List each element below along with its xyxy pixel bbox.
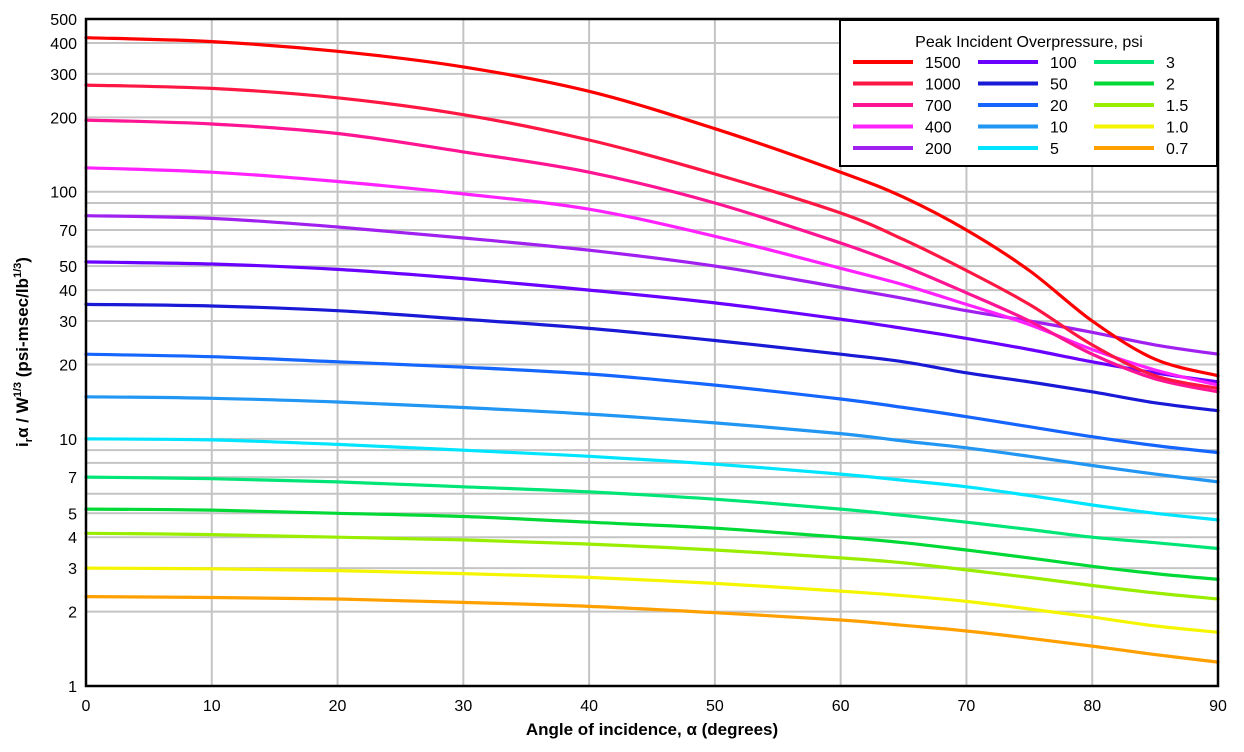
legend-label-2: 2 — [1166, 77, 1175, 94]
y-tick-label: 400 — [50, 36, 77, 53]
plot-frame — [84, 17, 1220, 688]
series-line-1.0 — [84, 566, 1220, 634]
series-line-2 — [84, 507, 1220, 581]
series-line-3 — [84, 475, 1220, 551]
y-tick-labels: 1 2 3 4 5 7 10 20 30 40 50 70 100 200 300 400 500 — [50, 12, 77, 696]
legend-box — [839, 19, 1218, 167]
legend-label-100: 100 — [1050, 55, 1077, 72]
x-tick-label: 60 — [832, 698, 850, 715]
legend-label-50: 50 — [1050, 77, 1068, 94]
y-tick-label: 40 — [59, 283, 77, 300]
legend-label-400: 400 — [925, 120, 952, 137]
x-tick-label: 0 — [82, 698, 91, 715]
legend-label-700: 700 — [925, 98, 952, 115]
x-tick-label: 10 — [203, 698, 221, 715]
series-line-1.5 — [84, 531, 1220, 601]
x-tick-label: 20 — [329, 698, 347, 715]
y-tick-label: 5 — [68, 506, 77, 523]
series-line-400 — [84, 166, 1220, 387]
x-axis-label: Angle of incidence, α (degrees) — [526, 720, 778, 739]
series-line-50 — [84, 302, 1220, 413]
legend: Peak Incident Overpressure, psi 15001000… — [839, 19, 1218, 167]
x-tick-label: 40 — [580, 698, 598, 715]
x-tick-label: 70 — [958, 698, 976, 715]
legend-label-1500: 1500 — [925, 55, 961, 72]
y-tick-label: 1 — [68, 679, 77, 696]
y-tick-label: 300 — [50, 67, 77, 84]
y-axis-label: irα / W1/3 (psi-msec/lb1/3) — [12, 257, 35, 447]
y-tick-label: 30 — [59, 314, 77, 331]
legend-label-3: 3 — [1166, 55, 1175, 72]
x-tick-labels: 0 10 20 30 40 50 60 70 80 90 — [82, 698, 1227, 715]
series-line-1500 — [84, 36, 1220, 378]
series-line-700 — [84, 118, 1220, 394]
legend-title: Peak Incident Overpressure, psi — [915, 34, 1143, 51]
y-tick-label: 20 — [59, 357, 77, 374]
x-tick-label: 90 — [1209, 698, 1227, 715]
legend-label-200: 200 — [925, 141, 952, 158]
y-tick-label: 2 — [68, 605, 77, 622]
legend-label-20: 20 — [1050, 98, 1068, 115]
series-line-20 — [84, 352, 1220, 455]
y-tick-label: 100 — [50, 185, 77, 202]
series-line-200 — [84, 214, 1220, 356]
y-tick-label: 500 — [50, 12, 77, 29]
series-line-5 — [84, 437, 1220, 522]
legend-items: 1500 1000 700 400 200 100 50 20 10 5 3 2 1.5 1.0 0.7 — [853, 55, 1188, 158]
y-tick-label: 7 — [68, 470, 77, 487]
x-tick-label: 50 — [706, 698, 724, 715]
x-tick-label: 30 — [454, 698, 472, 715]
legend-label-1.0: 1.0 — [1166, 120, 1188, 137]
y-tick-label: 200 — [50, 110, 77, 127]
legend-label-1.5: 1.5 — [1166, 98, 1188, 115]
series-line-10 — [84, 395, 1220, 484]
x-tick-label: 80 — [1083, 698, 1101, 715]
series-line-100 — [84, 260, 1220, 384]
series-line-1000 — [84, 83, 1220, 390]
legend-label-5: 5 — [1050, 141, 1059, 158]
legend-label-10: 10 — [1050, 120, 1068, 137]
legend-label-1000: 1000 — [925, 77, 961, 94]
y-tick-label: 4 — [68, 530, 77, 547]
y-tick-label: 10 — [59, 432, 77, 449]
y-tick-label: 3 — [68, 561, 77, 578]
series-layer — [84, 36, 1220, 664]
series-line-0.7 — [84, 595, 1220, 664]
y-tick-label: 50 — [59, 259, 77, 276]
y-tick-label: 70 — [59, 223, 77, 240]
legend-label-0.7: 0.7 — [1166, 141, 1188, 158]
